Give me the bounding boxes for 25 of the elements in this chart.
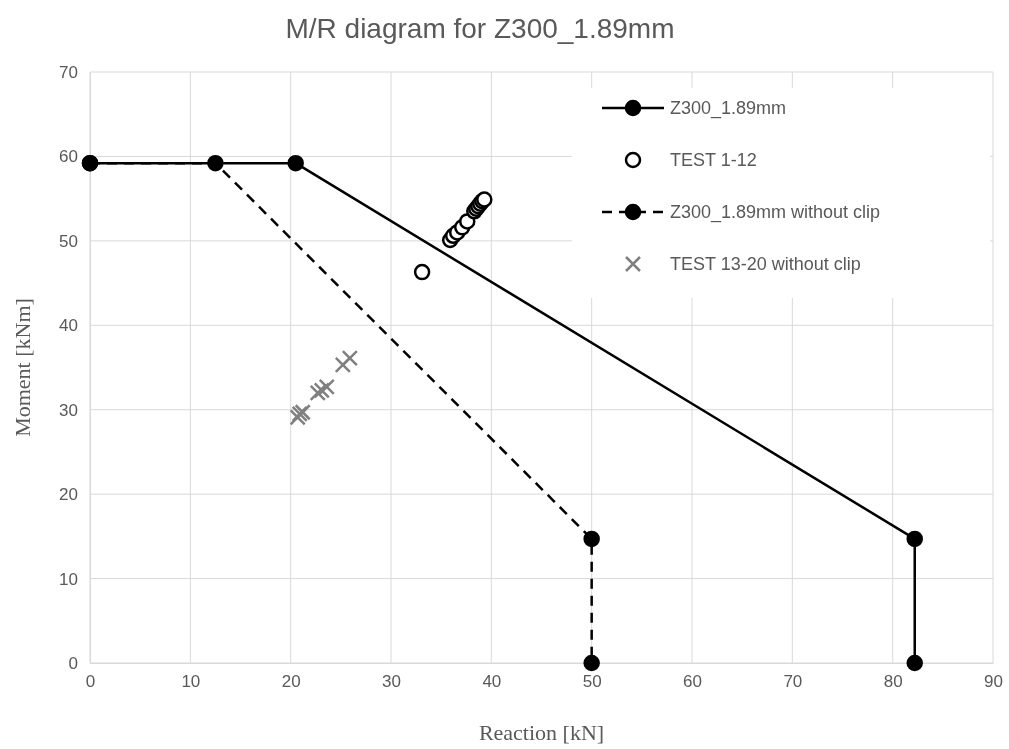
x-tick-label: 70 — [783, 672, 803, 692]
x-tick-label: 10 — [181, 672, 201, 692]
x-axis-title: Reaction [kN] — [478, 720, 605, 745]
y-tick-label: 30 — [59, 400, 78, 420]
y-tick-label: 10 — [59, 569, 78, 589]
legend-label: Z300_1.89mm without clip — [670, 202, 881, 223]
legend-label: Z300_1.89mm — [670, 98, 787, 119]
x-tick-label: 0 — [85, 672, 96, 692]
y-tick-label: 0 — [68, 653, 78, 673]
x-tick-label: 50 — [582, 672, 602, 692]
y-axis-title: Moment [kNm] — [10, 298, 35, 437]
x-tick-label: 40 — [482, 672, 502, 692]
x-tick-label: 80 — [883, 672, 903, 692]
y-tick-label: 40 — [59, 316, 78, 336]
y-tick-label: 50 — [59, 231, 78, 251]
legend-label: TEST 13-20 without clip — [670, 254, 861, 274]
y-tick-label: 70 — [59, 62, 78, 82]
x-tick-label: 90 — [984, 672, 1003, 692]
chart-title: M/R diagram for Z300_1.89mm — [285, 13, 675, 44]
x-tick-label: 30 — [382, 672, 401, 692]
y-tick-label: 60 — [59, 147, 78, 167]
x-tick-label: 20 — [281, 672, 301, 692]
y-tick-label: 20 — [59, 485, 78, 505]
legend-label: TEST 1-12 — [670, 150, 757, 170]
x-tick-label: 60 — [683, 672, 702, 692]
